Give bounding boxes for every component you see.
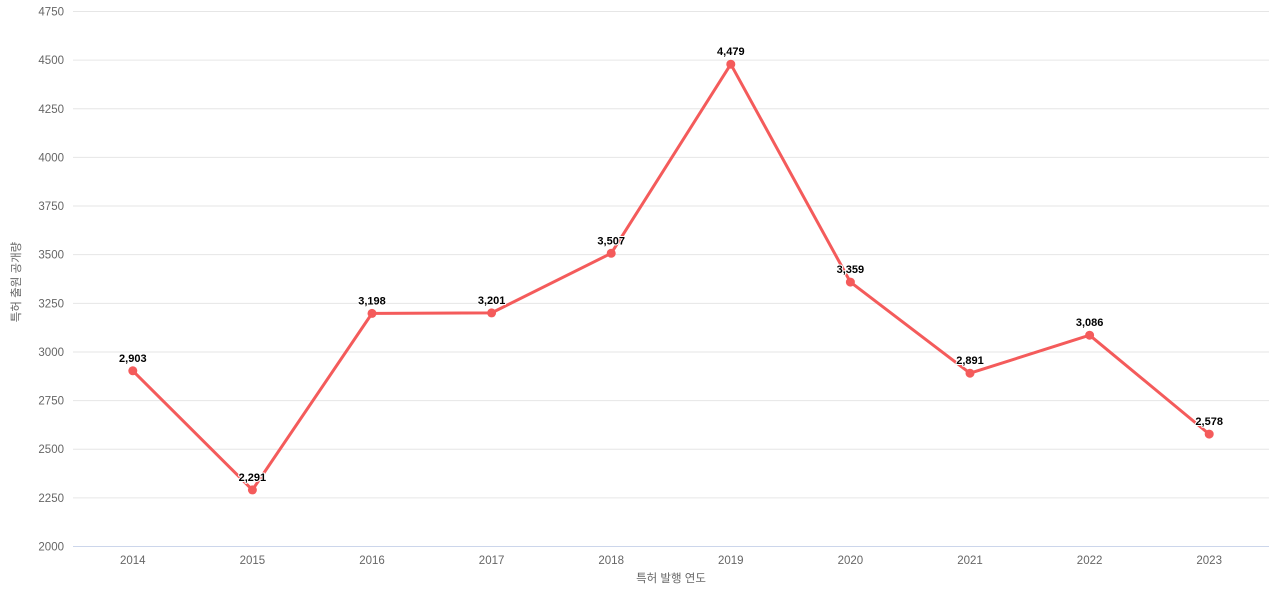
x-tick-label: 2020 bbox=[838, 555, 864, 567]
y-tick-labels: 2000 2250 2500 2750 3000 3250 3500 3750 4000 4250… bbox=[38, 7, 64, 554]
data-point-marker[interactable] bbox=[1204, 429, 1214, 439]
data-point-label: 4,479 bbox=[717, 46, 745, 58]
y-tick-label: 3250 bbox=[38, 298, 64, 310]
x-tick-label: 2014 bbox=[120, 555, 146, 567]
y-tick-label: 4500 bbox=[38, 55, 64, 67]
data-point-label: 2,891 bbox=[956, 355, 984, 367]
x-tick-label: 2018 bbox=[598, 555, 624, 567]
x-tick-labels: 2014 2015 2016 2017 2018 2019 2020 2021 2022 2023 bbox=[120, 555, 1222, 567]
y-tick-label: 3750 bbox=[38, 201, 64, 213]
y-tick-label: 2750 bbox=[38, 396, 64, 408]
data-point-label: 3,201 bbox=[478, 295, 506, 307]
x-tick-label: 2017 bbox=[479, 555, 505, 567]
x-tick-label: 2015 bbox=[240, 555, 266, 567]
y-tick-label: 4750 bbox=[38, 7, 64, 19]
y-tick-label: 3000 bbox=[38, 347, 64, 359]
series-line bbox=[131, 62, 1211, 492]
data-point-label: 3,086 bbox=[1076, 317, 1104, 329]
data-point-label: 2,291 bbox=[239, 472, 267, 484]
data-point-marker[interactable] bbox=[128, 366, 138, 376]
data-point-labels: 2,903 2,291 3,198 3,201 3,507 4,479 3,359 2,891… bbox=[118, 45, 1224, 485]
data-point-marker[interactable] bbox=[965, 368, 975, 378]
x-tick-label: 2019 bbox=[718, 555, 744, 567]
data-point-label: 2,903 bbox=[119, 353, 147, 365]
data-point-marker[interactable] bbox=[726, 59, 736, 69]
x-tick-label: 2016 bbox=[359, 555, 385, 567]
y-tick-label: 3500 bbox=[38, 250, 64, 262]
y-tick-label: 2500 bbox=[38, 444, 64, 456]
x-tick-label: 2023 bbox=[1196, 555, 1222, 567]
gridlines bbox=[73, 11, 1269, 499]
data-point-label: 2,578 bbox=[1195, 416, 1223, 428]
x-axis-title: 특허 발행 연도 bbox=[636, 572, 706, 585]
x-tick-label: 2022 bbox=[1077, 555, 1103, 567]
y-axis-title: 특허 출원 공개량 bbox=[9, 241, 23, 322]
data-point-label: 3,359 bbox=[837, 264, 865, 276]
y-tick-label: 4000 bbox=[38, 152, 64, 164]
data-point-marker[interactable] bbox=[1085, 330, 1095, 340]
y-tick-label: 2250 bbox=[38, 493, 64, 505]
data-point-marker[interactable] bbox=[845, 277, 855, 287]
x-tick-label: 2021 bbox=[957, 555, 983, 567]
data-point-marker[interactable] bbox=[247, 485, 257, 495]
data-point-markers bbox=[128, 59, 1214, 495]
y-tick-label: 4250 bbox=[38, 104, 64, 116]
data-point-label: 3,198 bbox=[358, 295, 386, 307]
series-line-layer bbox=[131, 62, 1211, 492]
y-tick-label: 2000 bbox=[38, 542, 64, 554]
data-point-label: 3,507 bbox=[597, 235, 625, 247]
data-point-marker[interactable] bbox=[606, 248, 616, 258]
data-point-marker[interactable] bbox=[487, 308, 497, 318]
data-point-marker[interactable] bbox=[367, 308, 377, 318]
